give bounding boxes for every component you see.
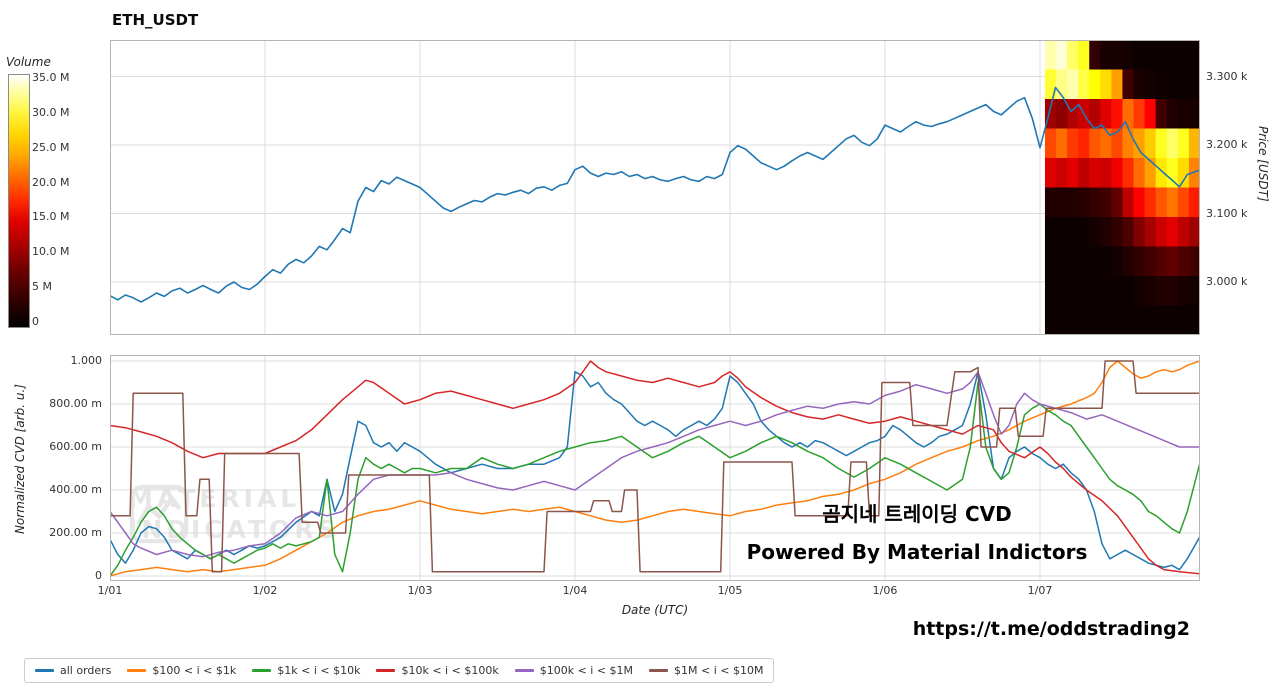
date-axis-label: Date (UTC) <box>621 603 689 617</box>
watermark-line2: INDICATORS <box>128 515 340 545</box>
legend-item-5: $1M < i < $10M <box>649 664 763 677</box>
legend-line-swatch-icon <box>376 669 396 672</box>
cvd-panel: MATERIAL INDICATORS 곰지네 트레이딩 CVD Powered… <box>110 355 1200 581</box>
date-axis-tick: 1/07 <box>1027 584 1053 597</box>
legend-line-swatch-icon <box>35 669 54 672</box>
price-axis-tick: 3.200 k <box>1206 138 1248 151</box>
overlay-title: 곰지네 트레이딩 CVD <box>822 502 1012 526</box>
cvd-axis-tick: 200.00 m <box>49 526 102 539</box>
legend-label: all orders <box>60 664 112 677</box>
legend-label: $1M < i < $10M <box>674 664 764 677</box>
chart-title: ETH_USDT <box>112 11 199 29</box>
date-axis-tick: 1/05 <box>717 584 743 597</box>
legend-item-1: $100 < i < $1k <box>127 664 236 677</box>
legend-item-3: $10k < i < $100k <box>376 664 499 677</box>
legend-item-0: all orders <box>35 664 111 677</box>
legend-line-swatch-icon <box>252 669 272 672</box>
price-panel <box>110 40 1200 335</box>
date-axis-tick: 1/03 <box>407 584 433 597</box>
legend-label: $10k < i < $100k <box>401 664 499 677</box>
volume-colorbar-tick: 0 <box>32 315 39 329</box>
telegram-link-text: https://t.me/oddstrading2 <box>912 618 1190 640</box>
cvd-axis-label: Normalized CVD [arb. u.] <box>13 384 27 535</box>
volume-colorbar-tick: 20.0 M <box>32 175 70 189</box>
volume-colorbar-label: Volume <box>6 55 51 69</box>
volume-colorbar-tick: 25.0 M <box>32 140 70 154</box>
cvd-axis-tick: 1.000 <box>70 354 103 367</box>
legend-label: $100 < i < $1k <box>152 664 237 677</box>
volume-colorbar-tick: 35.0 M <box>32 71 70 84</box>
legend-item-2: $1k < i < $10k <box>252 664 360 677</box>
legend-line-swatch-icon <box>514 669 534 672</box>
volume-colorbar-tick: 5 M <box>32 280 52 294</box>
volume-colorbar-tick: 15.0 M <box>32 210 70 224</box>
cvd-axis-tick: 600.00 m <box>49 440 102 453</box>
legend: all orders $100 < i < $1k $1k < i < $10k $1… <box>24 658 775 683</box>
date-axis-tick: 1/02 <box>252 584 278 597</box>
legend-line-swatch-icon <box>127 669 147 672</box>
cvd-chart-canvas <box>110 355 1200 581</box>
legend-label: $1k < i < $10k <box>277 664 361 677</box>
legend-line-swatch-icon <box>649 669 669 672</box>
volume-colorbar-tick: 30.0 M <box>32 105 70 119</box>
date-axis-tick: 1/06 <box>872 584 898 597</box>
price-axis-label: Price [USDT] <box>1256 126 1270 202</box>
price-axis-tick: 3.100 k <box>1206 206 1248 220</box>
price-chart-canvas <box>110 40 1200 335</box>
legend-item-4: $100k < i < $1M <box>514 664 634 677</box>
chart-overlay-text: 곰지네 트레이딩 CVD Powered By Material Indicto… <box>722 495 1112 571</box>
volume-colorbar-tick: 10.0 M <box>32 245 70 259</box>
date-axis-tick: 1/04 <box>562 584 588 597</box>
volume-colorbar <box>8 74 30 328</box>
legend-label: $100k < i < $1M <box>539 664 634 677</box>
date-axis-tick: 1/01 <box>97 584 123 597</box>
price-axis-tick: 3.300 k <box>1206 69 1248 83</box>
price-axis-tick: 3.000 k <box>1206 275 1248 288</box>
overlay-subtitle: Powered By Material Indictors <box>746 540 1088 564</box>
cvd-axis-tick: 800.00 m <box>49 397 102 410</box>
cvd-axis-tick: 0 <box>95 569 102 582</box>
cvd-axis-tick: 400.00 m <box>49 483 102 496</box>
